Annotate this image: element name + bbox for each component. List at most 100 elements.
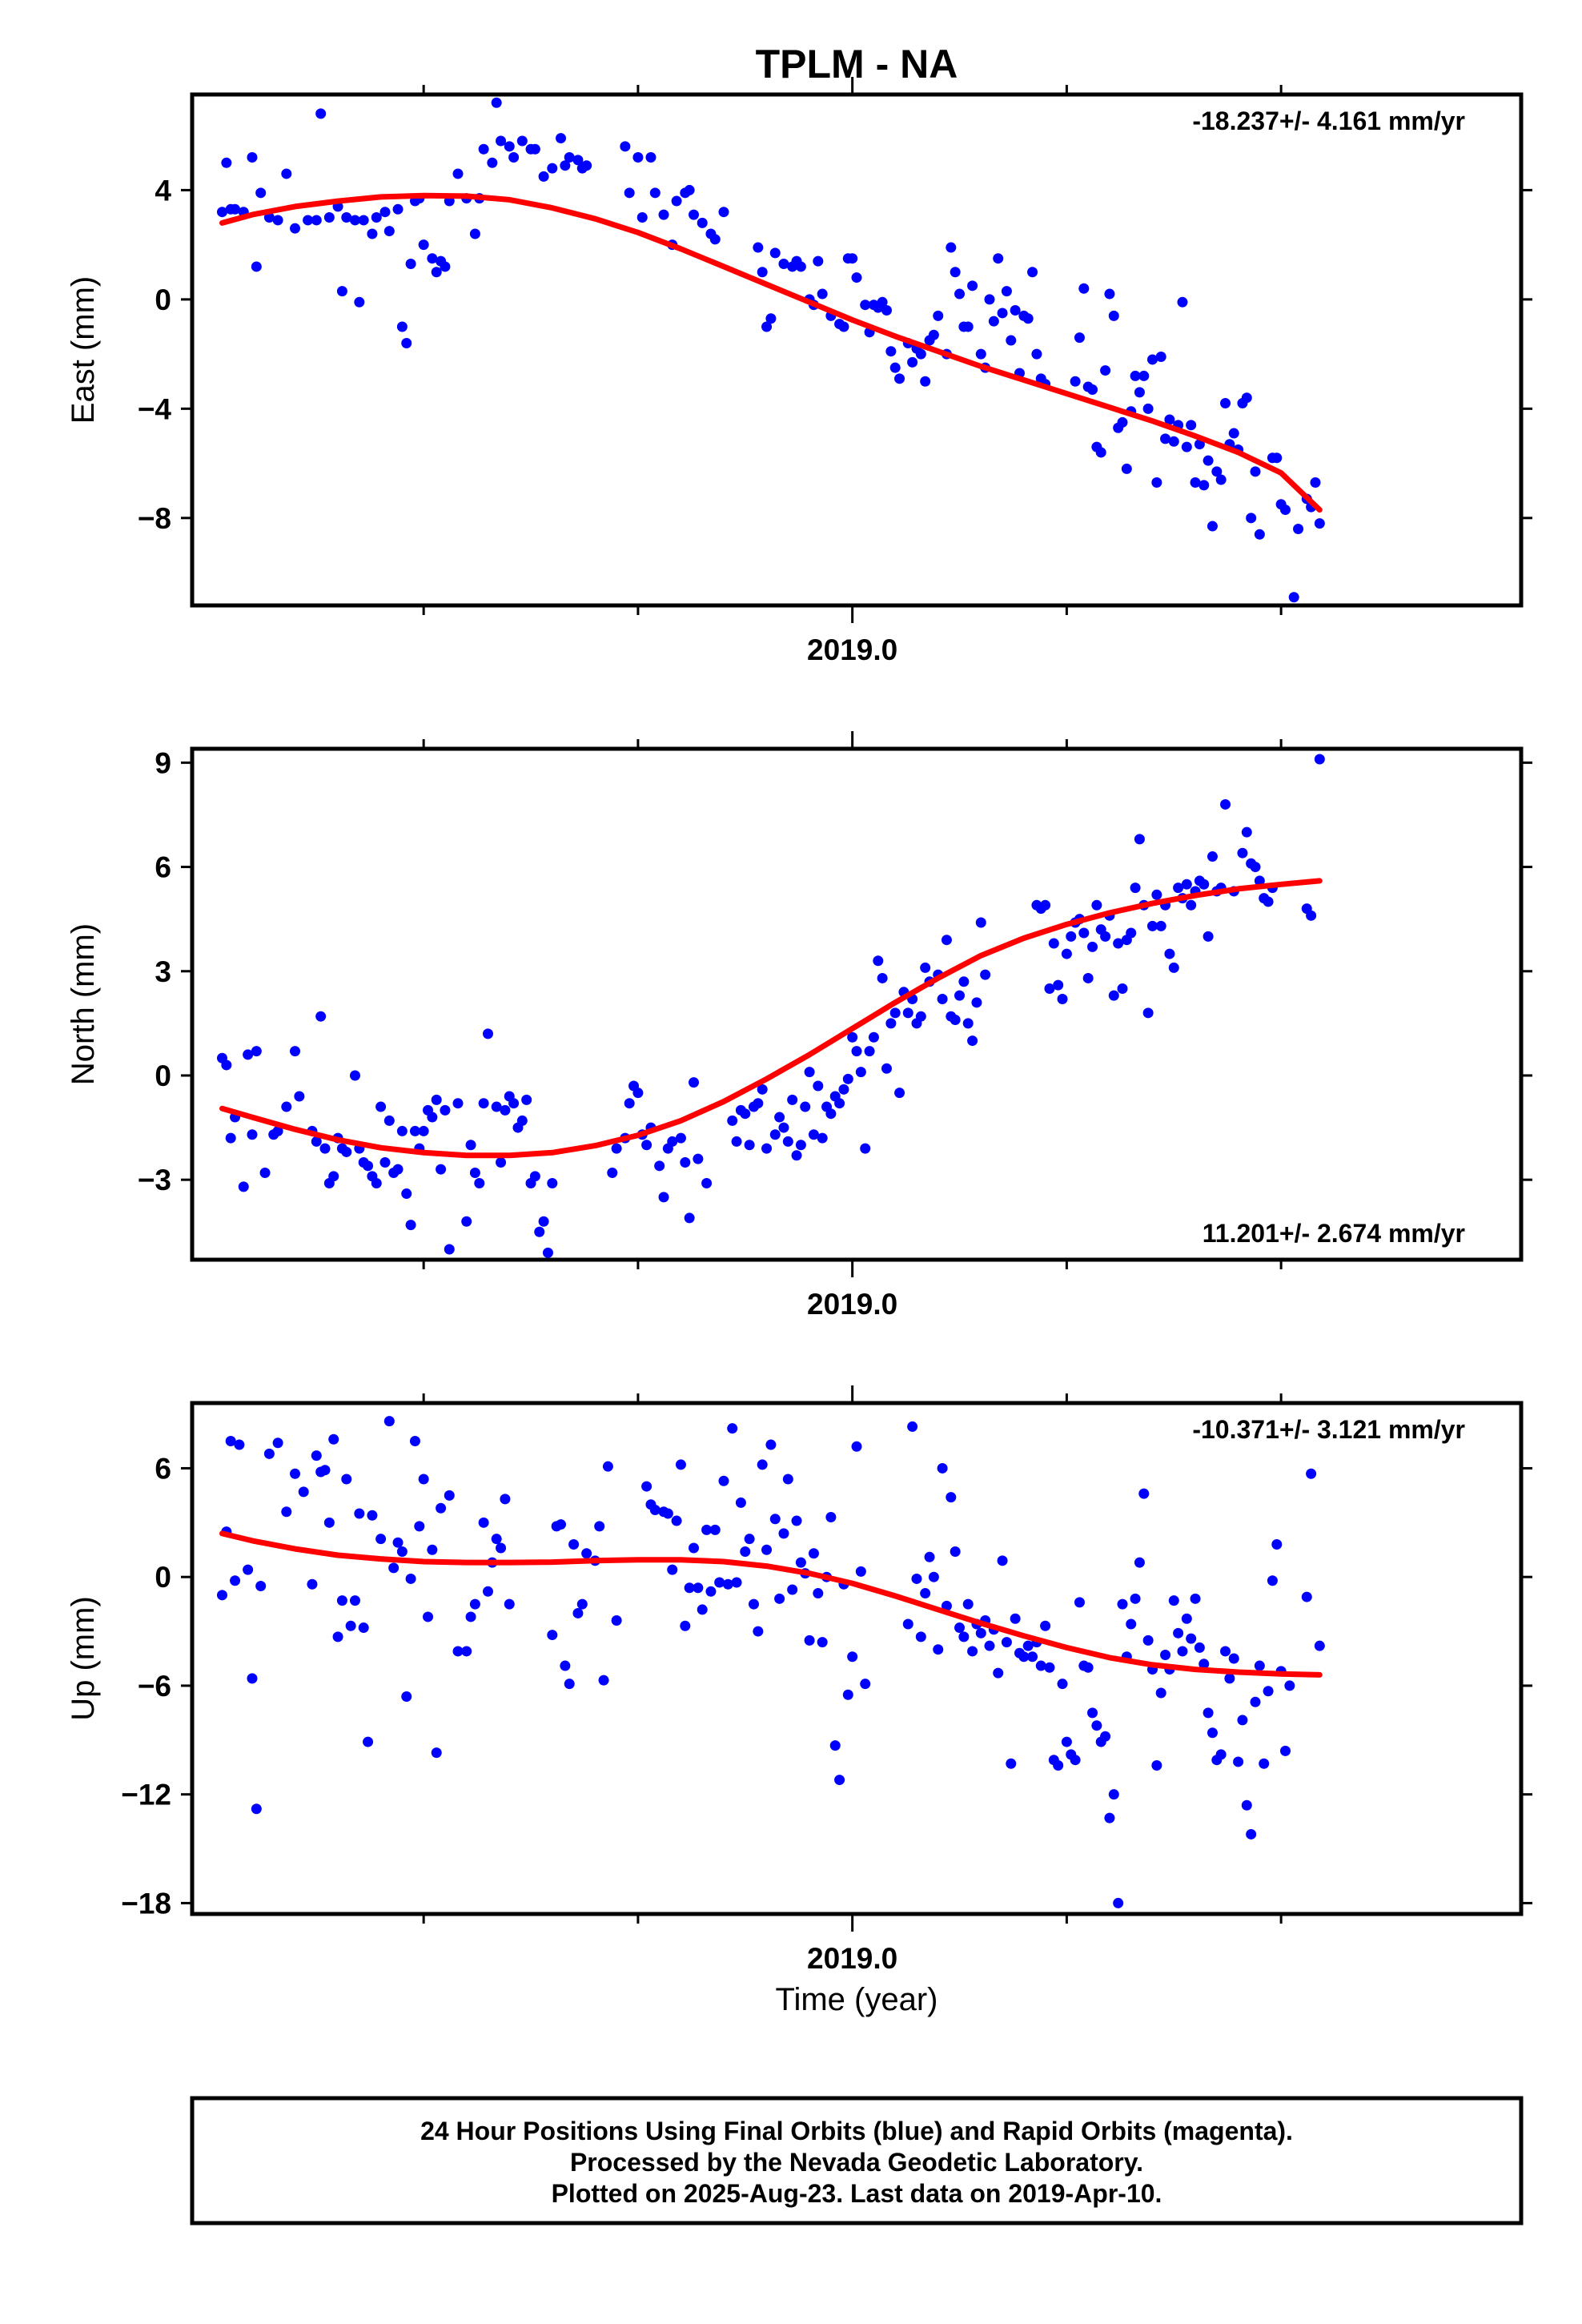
data-point: [367, 1510, 378, 1521]
data-point: [774, 1593, 785, 1604]
data-point: [1164, 414, 1175, 425]
y-tick-label: −8: [138, 502, 171, 535]
data-point: [225, 1132, 236, 1144]
data-point: [469, 1598, 480, 1610]
data-point: [1066, 931, 1077, 942]
data-point: [984, 294, 995, 305]
data-point: [860, 1679, 871, 1690]
data-point: [1207, 521, 1218, 532]
data-point: [1224, 1673, 1235, 1684]
data-point: [358, 215, 369, 226]
data-point: [396, 1125, 408, 1136]
data-point: [1241, 1799, 1252, 1811]
data-point: [684, 184, 695, 195]
data-point: [1100, 1731, 1111, 1742]
data-point: [680, 1156, 691, 1168]
data-point: [1117, 416, 1128, 428]
data-point: [581, 1548, 592, 1559]
data-point: [684, 1582, 695, 1594]
rate-label: -10.371+/- 3.121 mm/yr: [1192, 1415, 1465, 1444]
data-point: [560, 1660, 571, 1671]
data-point: [375, 1101, 387, 1112]
data-point: [345, 1620, 356, 1631]
data-point: [753, 242, 764, 253]
data-point: [504, 141, 515, 152]
data-point: [436, 1164, 447, 1175]
data-point: [1010, 305, 1021, 316]
y-tick-label: −6: [138, 1670, 171, 1703]
data-point: [1314, 518, 1325, 529]
data-point: [671, 1515, 682, 1526]
x-tick-label: 2019.0: [807, 633, 897, 666]
data-point: [1173, 883, 1184, 894]
data-point: [572, 1607, 584, 1618]
data-point: [907, 356, 918, 368]
rate-label: 11.201+/- 2.674 mm/yr: [1203, 1219, 1465, 1248]
data-point: [1061, 1736, 1072, 1747]
data-point: [560, 160, 571, 171]
data-point: [572, 155, 584, 166]
data-point: [950, 267, 961, 278]
data-point: [221, 1059, 232, 1071]
data-point: [829, 1740, 841, 1751]
data-point: [753, 1626, 764, 1637]
data-point: [405, 1220, 416, 1231]
data-point: [1053, 979, 1064, 991]
data-point: [564, 1679, 575, 1690]
data-point: [954, 288, 966, 300]
data-point: [980, 969, 991, 980]
data-point: [1181, 441, 1192, 452]
y-tick-label: 0: [155, 283, 171, 316]
data-point: [303, 215, 314, 226]
data-point: [1215, 1749, 1227, 1760]
data-point: [392, 203, 404, 215]
data-point: [1233, 1756, 1244, 1767]
data-point: [1134, 1557, 1145, 1568]
data-point: [847, 1651, 858, 1663]
data-point: [496, 1156, 507, 1168]
data-point: [1053, 1759, 1064, 1771]
data-point: [971, 997, 982, 1008]
data-point: [568, 1538, 580, 1550]
data-point: [1117, 1598, 1128, 1610]
data-point: [1006, 335, 1017, 346]
data-point: [1155, 920, 1166, 931]
data-point: [452, 168, 464, 179]
data-point: [508, 151, 520, 163]
data-point: [311, 1450, 322, 1462]
data-point: [842, 1689, 853, 1700]
chart-title: TPLM - NA: [756, 42, 958, 86]
data-point: [902, 1007, 913, 1019]
data-point: [491, 1534, 502, 1545]
data-point: [542, 1247, 553, 1258]
data-point: [431, 267, 442, 278]
data-point: [440, 261, 451, 272]
data-point: [877, 296, 888, 308]
footer-box: 24 Hour Positions Using Final Orbits (bl…: [190, 2096, 1524, 2225]
data-point: [641, 1481, 652, 1492]
data-point: [967, 1035, 978, 1047]
data-point: [950, 1015, 961, 1026]
data-point: [689, 209, 700, 220]
data-point: [928, 329, 939, 340]
data-point: [1246, 513, 1257, 524]
data-point: [1314, 1640, 1325, 1651]
data-point: [1022, 313, 1034, 324]
data-point: [813, 1080, 824, 1092]
data-point: [298, 1486, 309, 1498]
data-point: [1121, 463, 1132, 474]
data-point: [842, 1073, 853, 1084]
data-point: [538, 171, 549, 182]
data-point: [1220, 398, 1231, 409]
data-point: [1151, 1759, 1162, 1771]
data-point: [500, 1104, 511, 1116]
data-point: [1087, 941, 1098, 952]
data-point: [281, 1101, 292, 1112]
data-point: [825, 1108, 837, 1120]
data-point: [221, 157, 232, 168]
data-point: [933, 1644, 944, 1655]
data-point: [675, 1132, 686, 1144]
data-point: [409, 1125, 420, 1136]
data-point: [290, 223, 301, 234]
data-point: [967, 280, 978, 292]
